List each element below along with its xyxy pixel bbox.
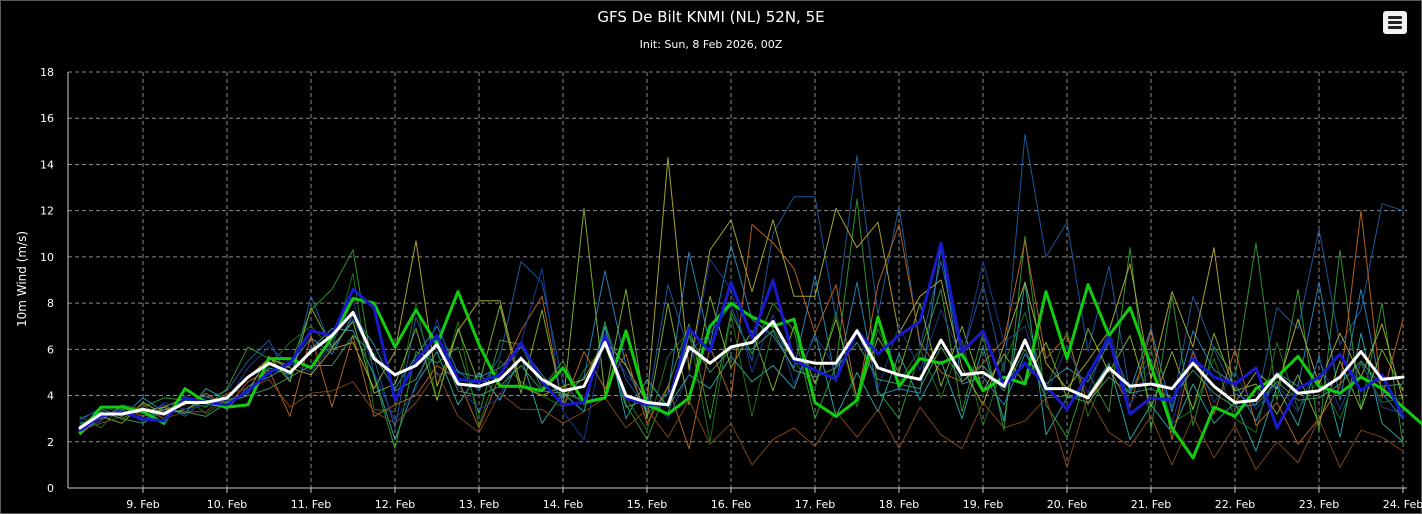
series-line-1 (78, 283, 1422, 460)
x-tick-label: 12. Feb (375, 498, 415, 511)
x-tick-label: 19. Feb (963, 498, 1003, 511)
y-tick-label: 0 (47, 482, 54, 495)
y-tick-label: 2 (47, 436, 54, 449)
x-tick-label: 13. Feb (459, 498, 499, 511)
series-line-0 (78, 310, 1405, 430)
y-tick-label: 14 (40, 158, 54, 171)
menu-bar (1388, 21, 1402, 24)
series-line-12 (79, 258, 1404, 440)
y-axis-title: 10m Wind (m/s) (15, 231, 29, 327)
x-tick-label: 21. Feb (1131, 498, 1171, 511)
axes (67, 72, 1407, 493)
hamburger-menu-icon[interactable] (1383, 11, 1407, 34)
series-line-4 (79, 244, 1404, 422)
x-tick-label: 18. Feb (879, 498, 919, 511)
series-line-13 (79, 330, 1404, 431)
chart-title: GFS De Bilt KNMI (NL) 52N, 5E (597, 8, 825, 26)
series-line-6 (79, 198, 1404, 450)
x-tick-label: 11. Feb (291, 498, 331, 511)
menu-bar (1388, 16, 1402, 19)
series-line-8 (79, 207, 1404, 436)
menu-bar (1388, 26, 1402, 29)
y-tick-label: 18 (40, 66, 54, 79)
x-tick-label: 9. Feb (126, 498, 159, 511)
x-tick-label: 20. Feb (1047, 498, 1087, 511)
y-tick-label: 16 (40, 112, 54, 125)
x-tick-label: 23. Feb (1299, 498, 1339, 511)
x-tick-label: 10. Feb (207, 498, 247, 511)
tick-labels: 0 2 4 6 8 10 12 14 16 18 9. Feb 10. Feb 11. Feb 12. F… (40, 66, 1422, 511)
series-line-2 (78, 241, 1405, 432)
series-line-7 (79, 272, 1404, 443)
y-tick-label: 8 (47, 297, 54, 310)
y-tick-label: 4 (47, 390, 54, 403)
x-tick-label: 14. Feb (543, 498, 583, 511)
x-tick-label: 15. Feb (627, 498, 667, 511)
y-tick-label: 6 (47, 343, 54, 356)
x-tick-label: 22. Feb (1215, 498, 1255, 511)
x-tick-label: 17. Feb (795, 498, 835, 511)
x-tick-label: 16. Feb (711, 498, 751, 511)
y-tick-label: 10 (40, 251, 54, 264)
chart-subtitle: Init: Sun, 8 Feb 2026, 00Z (639, 38, 783, 51)
series-group (78, 133, 1422, 470)
y-tick-label: 12 (40, 205, 54, 218)
x-tick-label: 24. Feb (1383, 498, 1422, 511)
